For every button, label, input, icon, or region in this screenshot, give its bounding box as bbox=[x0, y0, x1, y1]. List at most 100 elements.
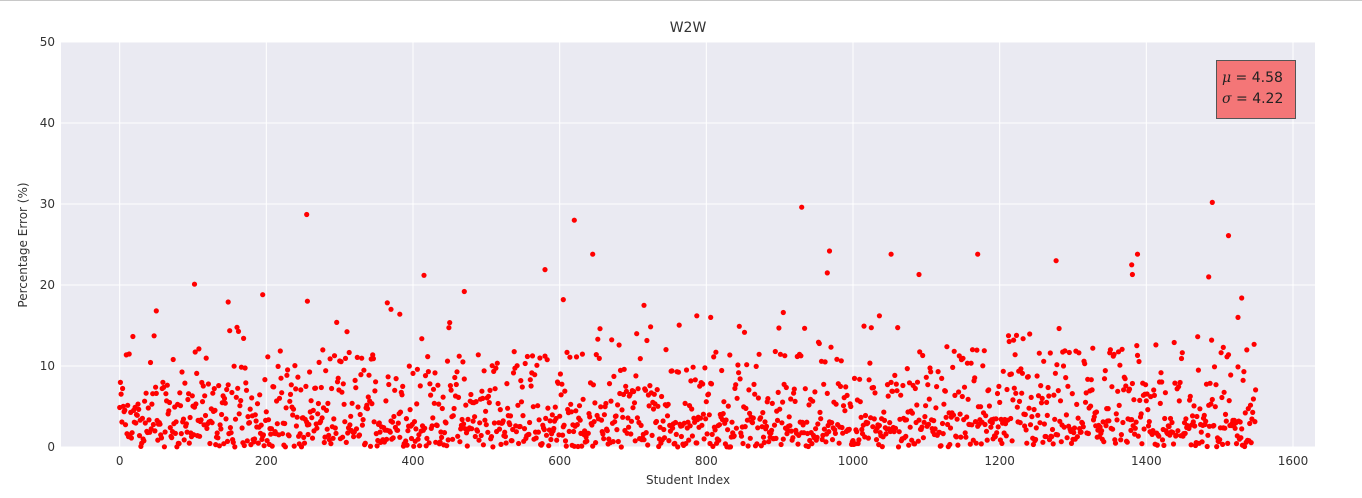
data-point bbox=[430, 386, 437, 392]
data-point bbox=[1029, 414, 1035, 420]
data-point bbox=[469, 426, 475, 432]
data-point bbox=[665, 401, 671, 407]
data-point bbox=[1250, 409, 1256, 415]
y-tick-label: 40 bbox=[40, 116, 55, 130]
data-point bbox=[224, 438, 231, 444]
data-point bbox=[564, 349, 570, 355]
data-point bbox=[1233, 441, 1240, 447]
data-point bbox=[323, 407, 330, 413]
data-point bbox=[306, 421, 312, 428]
data-point bbox=[342, 355, 349, 361]
data-point bbox=[641, 437, 647, 443]
data-point bbox=[1061, 424, 1067, 430]
data-point bbox=[562, 388, 568, 394]
data-point bbox=[262, 377, 268, 383]
data-point bbox=[1239, 426, 1245, 432]
data-point bbox=[383, 398, 389, 404]
data-point bbox=[708, 314, 714, 320]
data-point bbox=[1212, 404, 1218, 410]
data-point bbox=[504, 381, 510, 387]
data-point bbox=[810, 398, 816, 404]
data-point bbox=[178, 431, 184, 437]
data-point bbox=[447, 320, 453, 326]
data-point bbox=[744, 417, 751, 423]
data-point bbox=[590, 382, 597, 388]
data-point bbox=[560, 432, 566, 438]
data-point bbox=[984, 437, 990, 443]
data-point bbox=[1075, 415, 1081, 421]
data-point bbox=[704, 431, 710, 437]
data-point bbox=[1195, 334, 1201, 340]
data-point bbox=[397, 409, 404, 415]
data-point bbox=[304, 298, 310, 304]
data-point bbox=[505, 405, 511, 411]
data-point bbox=[333, 430, 339, 436]
data-point bbox=[1065, 383, 1071, 389]
data-point bbox=[1033, 436, 1039, 443]
data-point bbox=[482, 417, 488, 423]
data-point bbox=[959, 393, 965, 400]
data-point bbox=[590, 251, 596, 257]
data-point bbox=[1025, 374, 1031, 380]
data-point bbox=[1109, 384, 1115, 390]
data-point bbox=[744, 362, 750, 368]
data-point bbox=[1019, 370, 1025, 376]
data-point bbox=[329, 385, 335, 392]
data-point bbox=[792, 398, 798, 404]
data-point bbox=[1118, 432, 1124, 438]
data-point bbox=[737, 376, 743, 382]
data-point bbox=[720, 411, 726, 417]
data-point bbox=[725, 403, 731, 409]
data-point bbox=[637, 356, 643, 362]
data-point bbox=[1106, 418, 1112, 424]
data-point bbox=[751, 381, 757, 387]
data-point bbox=[928, 369, 934, 375]
data-point bbox=[1020, 336, 1026, 342]
data-point bbox=[290, 412, 296, 418]
data-point bbox=[292, 363, 298, 369]
data-point bbox=[609, 337, 615, 343]
data-point bbox=[712, 427, 718, 433]
data-point bbox=[128, 435, 134, 441]
data-point bbox=[265, 417, 272, 423]
data-point bbox=[1027, 331, 1033, 337]
data-point bbox=[243, 387, 250, 393]
data-point bbox=[277, 348, 283, 354]
data-point bbox=[258, 422, 264, 428]
data-point bbox=[741, 329, 748, 335]
data-point bbox=[153, 308, 159, 314]
data-point bbox=[320, 347, 326, 353]
data-point bbox=[894, 388, 900, 394]
data-point bbox=[817, 409, 823, 415]
data-point bbox=[944, 344, 950, 350]
data-point bbox=[651, 391, 657, 397]
x-tick-label: 600 bbox=[548, 454, 571, 468]
data-point bbox=[818, 416, 824, 422]
data-point bbox=[950, 364, 956, 370]
data-point bbox=[964, 360, 971, 366]
data-point bbox=[417, 383, 423, 389]
data-point bbox=[780, 309, 786, 316]
data-point bbox=[1157, 400, 1163, 406]
data-point bbox=[787, 423, 793, 429]
data-point bbox=[879, 444, 885, 450]
data-point bbox=[164, 382, 170, 388]
data-point bbox=[500, 418, 506, 424]
data-point bbox=[1013, 390, 1019, 396]
data-point bbox=[766, 439, 772, 445]
data-point bbox=[881, 417, 888, 423]
data-point bbox=[740, 440, 746, 447]
data-point bbox=[1047, 350, 1053, 356]
data-point bbox=[1064, 435, 1070, 441]
data-point bbox=[1158, 370, 1164, 376]
data-point bbox=[981, 348, 987, 354]
data-point bbox=[601, 436, 607, 442]
data-point bbox=[1198, 429, 1204, 435]
data-point bbox=[912, 441, 918, 447]
data-point bbox=[762, 419, 768, 425]
data-point bbox=[1022, 423, 1028, 429]
data-point bbox=[1228, 372, 1234, 378]
data-point bbox=[563, 443, 569, 449]
data-point bbox=[1118, 437, 1124, 443]
data-point bbox=[916, 271, 922, 278]
